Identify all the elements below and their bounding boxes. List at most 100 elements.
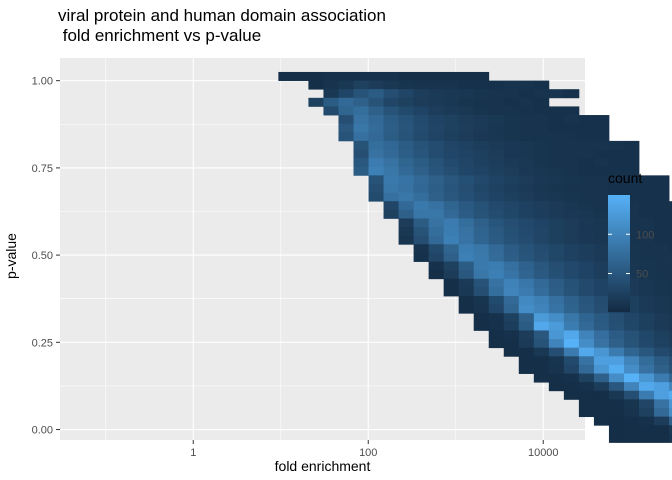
heatmap-bin xyxy=(593,399,610,409)
heatmap-bin xyxy=(443,115,460,125)
heatmap-bin xyxy=(473,132,490,142)
heatmap-bin xyxy=(443,209,460,219)
heatmap-bin xyxy=(488,270,505,280)
heatmap-bin xyxy=(413,71,430,81)
heatmap-bin xyxy=(413,175,430,185)
heatmap-bin xyxy=(669,209,672,219)
heatmap-bin xyxy=(488,132,505,142)
heatmap-bin xyxy=(608,433,625,443)
heatmap-bin xyxy=(323,97,339,107)
heatmap-bin xyxy=(428,201,445,211)
heatmap-bin xyxy=(654,356,670,366)
heatmap-bin xyxy=(563,330,580,340)
heatmap-bin xyxy=(383,183,399,193)
heatmap-bin xyxy=(413,166,430,176)
heatmap-bin xyxy=(669,218,672,228)
heatmap-bin xyxy=(533,373,550,383)
heatmap-bin xyxy=(368,158,384,168)
heatmap-bin xyxy=(443,80,460,90)
heatmap-bin xyxy=(503,115,520,125)
heatmap-bin xyxy=(593,321,610,331)
heatmap-bin xyxy=(548,278,565,288)
heatmap-bin xyxy=(608,408,625,418)
heatmap-bin xyxy=(338,89,354,99)
heatmap-bin xyxy=(669,227,672,237)
heatmap-bin xyxy=(488,304,505,314)
heatmap-bin xyxy=(623,209,640,219)
heatmap-bin xyxy=(608,416,625,426)
heatmap-bin xyxy=(578,166,595,176)
heatmap-bin xyxy=(533,175,550,185)
heatmap-bin xyxy=(533,123,550,133)
heatmap-bin xyxy=(563,149,580,159)
heatmap-bin xyxy=(654,304,670,314)
heatmap-bin xyxy=(383,89,399,99)
heatmap-bin xyxy=(488,313,505,323)
heatmap-bin xyxy=(413,89,430,99)
heatmap-bin xyxy=(473,227,490,237)
heatmap-bin xyxy=(639,183,655,193)
heatmap-bin xyxy=(443,192,460,202)
heatmap-bin xyxy=(654,399,670,409)
heatmap-bin xyxy=(623,192,640,202)
heatmap-bin xyxy=(398,89,415,99)
heatmap-bin xyxy=(563,382,580,392)
heatmap-bin xyxy=(593,295,610,306)
heatmap-bin xyxy=(548,295,565,306)
heatmap-bin xyxy=(398,201,415,211)
heatmap-bin xyxy=(503,201,520,211)
heatmap-bin xyxy=(518,201,535,211)
heatmap-bin xyxy=(428,261,445,271)
heatmap-bin xyxy=(518,218,535,228)
heatmap-bin xyxy=(623,252,640,262)
heatmap-bin xyxy=(368,166,384,176)
heatmap-bin xyxy=(548,123,565,133)
heatmap-bin xyxy=(639,192,655,202)
heatmap-bin xyxy=(593,270,610,280)
heatmap-bin xyxy=(398,235,415,245)
heatmap-bin xyxy=(488,330,505,340)
heatmap-bin xyxy=(458,97,475,107)
heatmap-bin xyxy=(578,304,595,314)
heatmap-bin xyxy=(563,123,580,133)
heatmap-bin xyxy=(654,244,670,254)
heatmap-bin xyxy=(413,132,430,142)
heatmap-bin xyxy=(383,71,399,81)
heatmap-bin xyxy=(654,278,670,288)
heatmap-bin xyxy=(443,140,460,150)
heatmap-bin xyxy=(398,218,415,228)
heatmap-bin xyxy=(623,321,640,331)
heatmap-bin xyxy=(533,313,550,323)
heatmap-bin xyxy=(578,209,595,219)
chart-title: viral protein and human domain associati… xyxy=(58,6,386,45)
heatmap-bin xyxy=(488,339,505,349)
heatmap-bin xyxy=(593,313,610,323)
heatmap-bin xyxy=(413,252,430,262)
heatmap-bin xyxy=(458,252,475,262)
heatmap-bin xyxy=(518,106,535,116)
heatmap-bin xyxy=(458,149,475,159)
heatmap-bin xyxy=(368,123,384,133)
heatmap-bin xyxy=(428,244,445,254)
heatmap-bin xyxy=(398,183,415,193)
heatmap-bin xyxy=(639,201,655,211)
heatmap-bin xyxy=(428,252,445,262)
heatmap-bin xyxy=(323,71,339,81)
heatmap-bin xyxy=(533,140,550,150)
heatmap-bin xyxy=(428,106,445,116)
heatmap-bin xyxy=(473,209,490,219)
heatmap-bin xyxy=(473,175,490,185)
heatmap-bin xyxy=(548,252,565,262)
heatmap-bin xyxy=(458,80,475,90)
heatmap-bin xyxy=(413,183,430,193)
heatmap-bin xyxy=(338,115,354,125)
heatmap-bin xyxy=(458,89,475,99)
heatmap-bin xyxy=(488,192,505,202)
heatmap-bin xyxy=(669,278,672,288)
heatmap-bin xyxy=(669,364,672,374)
heatmap-bin xyxy=(578,399,595,409)
heatmap-bin xyxy=(443,71,460,81)
heatmap-bin xyxy=(669,287,672,297)
heatmap-bin xyxy=(428,166,445,176)
heatmap-bin xyxy=(623,433,640,443)
